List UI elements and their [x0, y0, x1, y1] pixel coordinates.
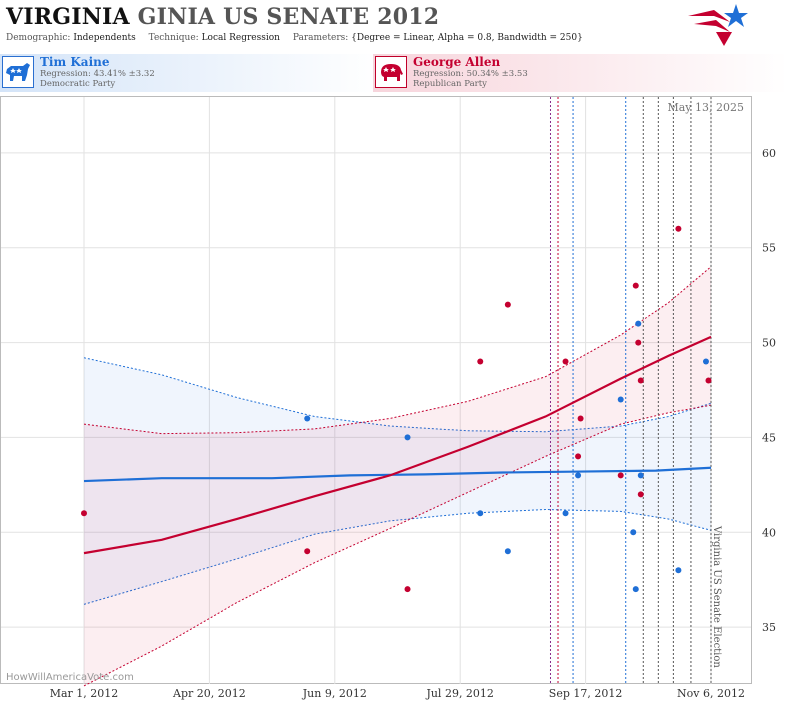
poll-point	[562, 510, 569, 517]
rep-party-label: Republican Party	[413, 79, 487, 89]
y-tick-label: 60	[762, 147, 776, 160]
y-tick-label: 55	[762, 242, 776, 255]
poll-point	[477, 510, 484, 517]
regression-line	[83, 466, 712, 483]
poll-point	[705, 377, 712, 384]
poll-point	[637, 491, 644, 498]
poll-point	[637, 472, 644, 479]
event-markers	[549, 97, 712, 684]
poll-point	[575, 453, 582, 460]
y-axis: 35 40 45 50 55 60	[762, 147, 776, 634]
parameters-label: Parameters:	[292, 33, 349, 43]
poll-point	[504, 548, 511, 555]
poll-point	[635, 339, 642, 346]
x-axis: Mar 1, 2012 Apr 20, 2012 Jun 9, 2012 Jul 29…	[50, 687, 745, 700]
x-tick-label: Jun 9, 2012	[302, 687, 367, 700]
y-tick-label: 35	[762, 621, 776, 634]
demographic-label: Demographic:	[6, 33, 71, 43]
poll-point	[632, 282, 639, 289]
x-tick-label: Mar 1, 2012	[50, 687, 119, 700]
dem-party-label: Democratic Party	[40, 79, 116, 89]
confidence-band	[84, 266, 711, 686]
y-tick-label: 45	[762, 431, 776, 444]
donkey-icon	[2, 56, 34, 88]
regression-chart: 35 40 45 50 55 60 Mar 1, 2012 Apr 20, 2012 Jun …	[0, 96, 776, 700]
poll-point	[575, 472, 582, 479]
plot-border	[0, 96, 752, 684]
poll-point	[617, 396, 624, 403]
band-upper-line	[83, 357, 712, 433]
legend-item-republican: George Allen Regression: 50.34% ±3.53 Re…	[373, 54, 789, 92]
x-tick-label: Sep 17, 2012	[549, 687, 623, 700]
poll-point	[404, 586, 411, 593]
poll-point	[404, 434, 411, 441]
chart-parameters: Demographic: Independents Technique: Loc…	[6, 33, 583, 43]
poll-point	[630, 529, 637, 536]
chart-header: VIRGINIA GINIA US SENATE 2012 Demographi…	[0, 0, 789, 52]
band-lower-line	[83, 508, 712, 605]
dem-regression-value: Regression: 43.41% ±3.32	[40, 69, 155, 79]
poll-point	[304, 415, 311, 422]
site-logo-icon	[688, 4, 748, 46]
poll-point	[702, 358, 709, 365]
poll-point	[81, 510, 87, 517]
poll-point	[617, 472, 624, 479]
poll-point	[504, 301, 511, 308]
confidence-band	[84, 357, 711, 605]
dem-candidate-name: Tim Kaine	[40, 55, 110, 69]
poll-point	[562, 358, 569, 365]
regression-line	[83, 335, 712, 555]
poll-point	[632, 586, 639, 593]
watermark: HowWillAmericaVote.com	[6, 672, 134, 683]
y-tick-label: 40	[762, 526, 776, 539]
poll-point	[675, 567, 682, 574]
rep-regression-value: Regression: 50.34% ±3.53	[413, 69, 528, 79]
title-state: VIRGINIA	[6, 4, 130, 30]
rep-candidate-name: George Allen	[413, 55, 501, 69]
poll-point	[477, 358, 484, 365]
poll-point	[675, 225, 682, 232]
date-stamp: May 13, 2025	[667, 101, 744, 114]
candidate-legend: Tim Kaine Regression: 43.41% ±3.32 Democ…	[0, 54, 789, 94]
technique-label: Technique:	[148, 33, 199, 43]
election-label: Virginia US Senate Election	[711, 525, 722, 668]
poll-point	[304, 548, 311, 555]
x-tick-label: Apr 20, 2012	[172, 687, 246, 700]
elephant-icon	[375, 56, 407, 88]
poll-point	[577, 415, 584, 422]
x-tick-label: Jul 29, 2012	[425, 687, 494, 700]
technique-value: Local Regression	[201, 33, 280, 43]
poll-point	[635, 320, 642, 327]
y-tick-label: 50	[762, 337, 776, 350]
demographic-value: Independents	[73, 33, 136, 43]
parameters-value: {Degree = Linear, Alpha = 0.8, Bandwidth…	[351, 33, 583, 43]
page-title: VIRGINIA GINIA US SENATE 2012	[6, 4, 439, 30]
regression-lines	[83, 335, 712, 555]
x-tick-label: Nov 6, 2012	[677, 687, 745, 700]
poll-points	[81, 225, 712, 593]
title-race: GINIA US SENATE 2012	[137, 4, 440, 30]
confidence-bands	[83, 266, 712, 687]
legend-item-democrat: Tim Kaine Regression: 43.41% ±3.32 Democ…	[0, 54, 380, 92]
poll-point	[637, 377, 644, 384]
